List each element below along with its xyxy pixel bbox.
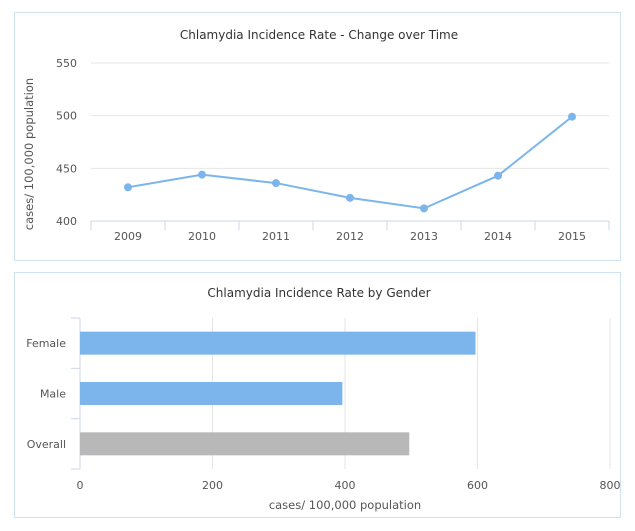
- bar-chart: Chlamydia Incidence Rate by Gender cases…: [26, 286, 621, 512]
- x-tick-label: 2010: [188, 230, 216, 243]
- data-point: [494, 171, 502, 180]
- x-tick-label: 200: [202, 479, 223, 492]
- x-tick-label: 400: [335, 479, 356, 492]
- data-point: [346, 193, 354, 202]
- y-tick-label: 550: [56, 57, 77, 70]
- bar: [80, 432, 410, 456]
- line-chart-title: Chlamydia Incidence Rate - Change over T…: [180, 28, 458, 42]
- y-tick-label: Female: [26, 337, 66, 350]
- line-chart-y-axis-label: cases/ 100,000 population: [22, 78, 36, 230]
- x-tick-label: 2015: [558, 230, 586, 243]
- y-tick-label: Overall: [27, 438, 66, 451]
- data-point: [198, 170, 206, 179]
- line-chart-panel: Chlamydia Incidence Rate - Change over T…: [14, 12, 621, 261]
- x-tick-label: 2011: [262, 230, 290, 243]
- bar: [80, 382, 343, 405]
- data-point: [124, 183, 132, 192]
- y-tick-label: Male: [40, 388, 66, 401]
- x-tick-label: 2013: [410, 230, 438, 243]
- line-chart: Chlamydia Incidence Rate - Change over T…: [22, 28, 610, 243]
- data-point: [420, 204, 428, 213]
- x-tick-label: 800: [600, 479, 621, 492]
- y-tick-label: 450: [56, 162, 77, 175]
- x-tick-label: 2009: [114, 230, 142, 243]
- bar-chart-x-axis-label: cases/ 100,000 population: [269, 498, 421, 512]
- y-tick-label: 400: [56, 215, 77, 228]
- data-point: [568, 112, 576, 121]
- x-tick-label: 0: [77, 479, 84, 492]
- y-tick-label: 500: [56, 110, 77, 123]
- x-tick-label: 2012: [336, 230, 364, 243]
- bar: [80, 331, 476, 355]
- x-tick-label: 2014: [484, 230, 512, 243]
- x-tick-label: 600: [467, 479, 488, 492]
- bar-chart-panel: Chlamydia Incidence Rate by Gender cases…: [14, 272, 621, 518]
- data-point: [272, 179, 280, 188]
- bar-chart-title: Chlamydia Incidence Rate by Gender: [207, 286, 430, 300]
